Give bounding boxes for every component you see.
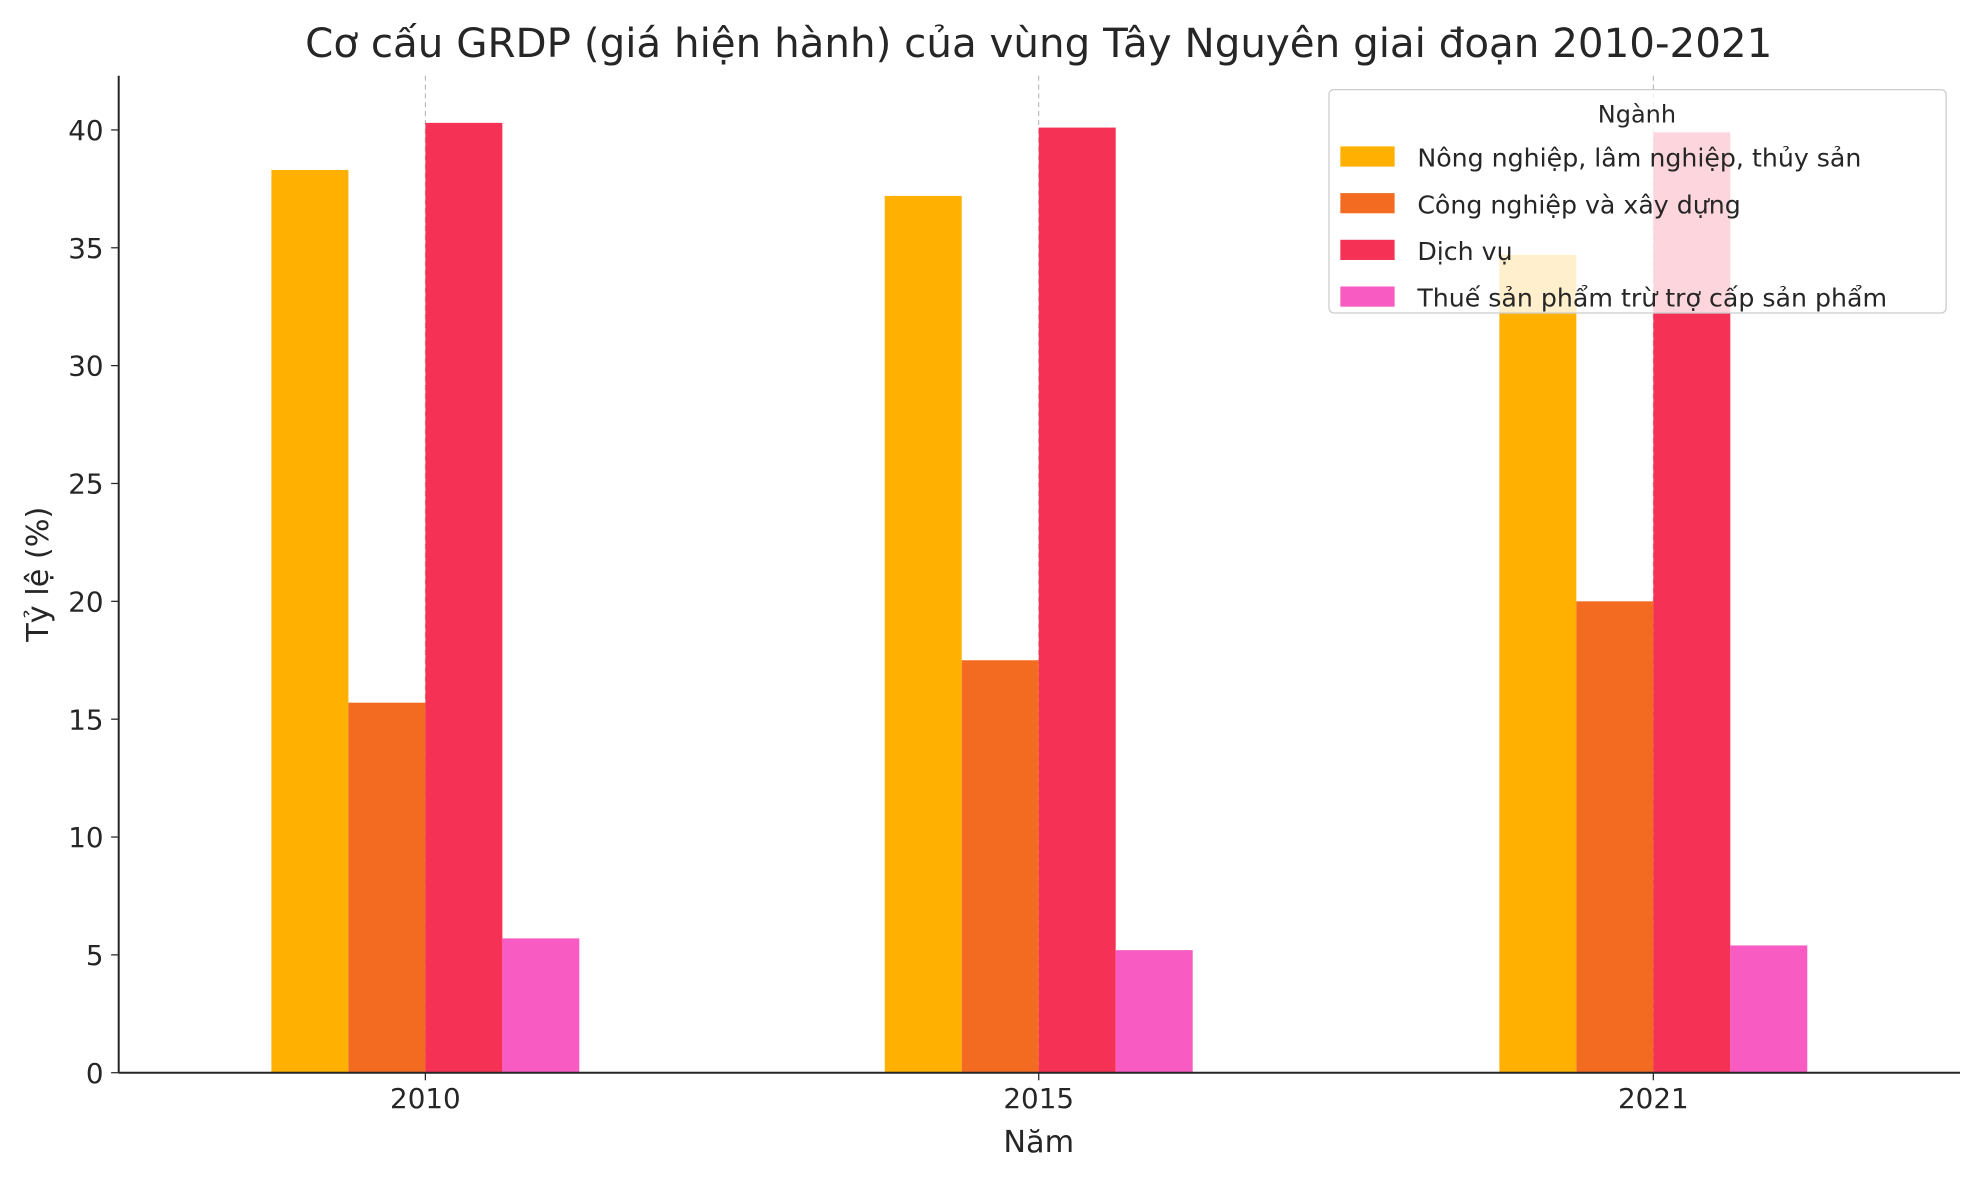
bar-2015-series-0 xyxy=(884,195,962,1073)
x-tick-label: 2015 xyxy=(1003,1082,1074,1115)
y-tick-label: 40 xyxy=(68,114,103,147)
legend-label: Dịch vụ xyxy=(1417,237,1512,266)
bar-2010-series-0 xyxy=(271,170,349,1073)
legend-label: Nông nghiệp, lâm nghiệp, thủy sản xyxy=(1417,144,1861,173)
legend-swatch xyxy=(1340,146,1395,167)
x-tick-label: 2021 xyxy=(1618,1082,1689,1115)
legend-swatch xyxy=(1340,239,1395,260)
legend-label: Thuế sản phẩm trừ trợ cấp sản phẩm xyxy=(1416,284,1887,313)
y-tick-label: 0 xyxy=(86,1057,104,1090)
bar-2021-series-3 xyxy=(1730,945,1808,1073)
legend-label: Công nghiệp và xây dựng xyxy=(1417,190,1740,219)
bar-2015-series-3 xyxy=(1115,950,1193,1073)
x-axis-label: Năm xyxy=(1003,1125,1074,1160)
legend-swatch xyxy=(1340,286,1395,307)
bar-2015-series-1 xyxy=(961,660,1039,1073)
y-tick-label: 20 xyxy=(68,585,103,618)
y-tick-label: 30 xyxy=(68,350,103,383)
y-tick-label: 35 xyxy=(68,232,103,265)
x-tick-label: 2010 xyxy=(390,1082,461,1115)
y-tick-label: 10 xyxy=(68,821,103,854)
bar-2021-series-1 xyxy=(1576,601,1654,1073)
bar-2021-series-0 xyxy=(1499,254,1577,1073)
legend-box xyxy=(1328,88,1947,314)
bar-2010-series-1 xyxy=(348,702,426,1073)
bars xyxy=(271,122,1808,1073)
axes: 0 5 10 15 20 25 30 35 40 2010 2015 2021 xyxy=(68,75,1961,1115)
bar-2010-series-2 xyxy=(425,122,503,1073)
y-tick-label: 15 xyxy=(68,703,103,736)
legend: Ngành Nông nghiệp, lâm nghiệp, thủy sản C… xyxy=(1328,88,1947,314)
y-axis-label: Tỷ lệ (%) xyxy=(21,507,56,643)
y-tick-label: 5 xyxy=(86,939,104,972)
legend-title: Ngành xyxy=(1598,100,1676,128)
bar-2015-series-2 xyxy=(1038,127,1116,1073)
bar-2010-series-3 xyxy=(502,938,580,1073)
legend-swatch xyxy=(1340,193,1395,214)
chart-title: Cơ cấu GRDP (giá hiện hành) của vùng Tây… xyxy=(305,20,1772,67)
y-tick-label: 25 xyxy=(68,468,103,501)
